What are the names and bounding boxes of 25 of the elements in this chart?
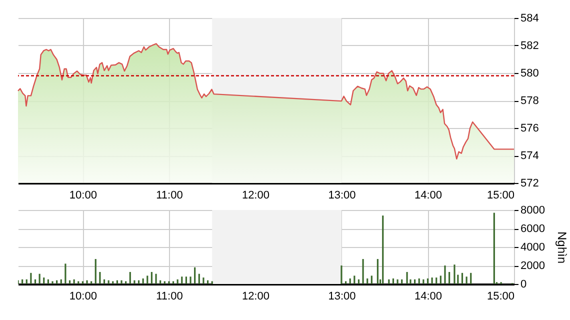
x-tick-label: 12:00: [242, 290, 270, 302]
x-tick-label: 11:00: [156, 290, 183, 302]
x-tick-label: 15:00: [486, 290, 514, 302]
x-tick-label: 10:00: [69, 190, 97, 202]
y-tick-label: 574: [520, 150, 539, 162]
y-tick-label: 580: [520, 68, 539, 80]
x-tick-label: 13:00: [328, 190, 356, 202]
y-tick-label: 576: [520, 122, 539, 134]
x-tick-label: 14:00: [414, 290, 442, 302]
y-tick-label: 6000: [520, 223, 545, 235]
x-tick-label: 15:00: [486, 190, 514, 202]
y-axis-title: Nghìn: [554, 231, 569, 264]
y-tick-label: 572: [520, 178, 539, 190]
y-tick-label: 2000: [520, 260, 545, 272]
y-tick-label: 8000: [520, 204, 545, 216]
x-tick-label: 14:00: [414, 190, 442, 202]
x-tick-label: 13:00: [328, 290, 356, 302]
x-tick-label: 11:00: [156, 190, 183, 202]
x-tick-label: 10:00: [69, 290, 97, 302]
y-tick-label: 584: [520, 12, 539, 24]
y-tick-label: 4000: [520, 242, 545, 254]
y-tick-label: 578: [520, 95, 539, 107]
x-tick-label: 12:00: [242, 190, 270, 202]
y-tick-label: 0: [520, 278, 527, 290]
y-tick-label: 582: [520, 40, 539, 52]
